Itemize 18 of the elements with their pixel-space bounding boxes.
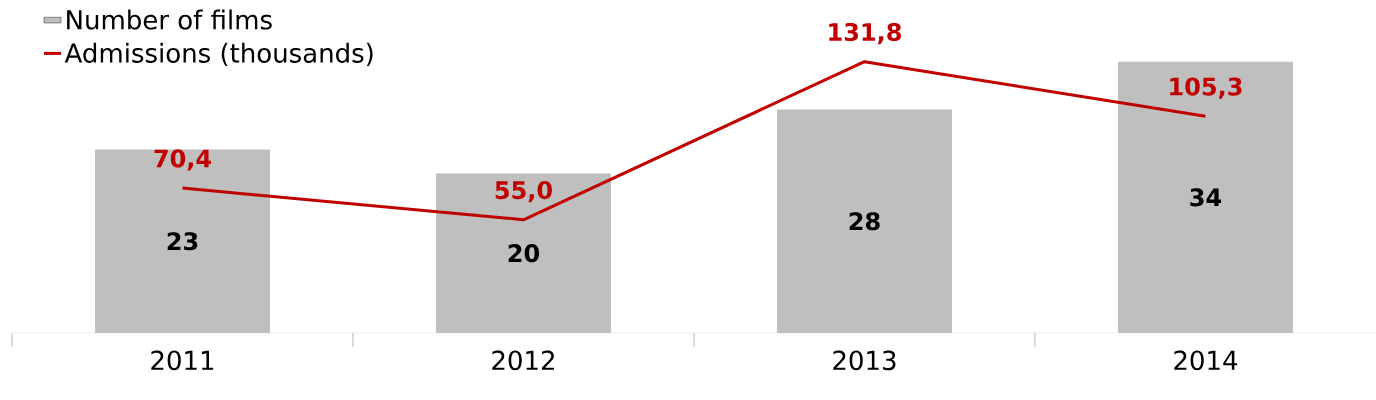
legend-label: Admissions (thousands) [64, 42, 373, 66]
data-label: 105,3 [1170, 77, 1242, 99]
data-label: 28 [849, 212, 880, 231]
data-label: 23 [167, 232, 198, 251]
bar [1117, 61, 1293, 333]
legend-label: Number of films [67, 9, 272, 30]
x-tick-label: 2013 [833, 350, 896, 371]
data-label: 70,4 [154, 149, 212, 171]
data-label: 34 [1190, 188, 1222, 207]
bar [435, 173, 611, 333]
data-label: 55,0 [495, 181, 552, 203]
bar [776, 109, 952, 333]
x-tick-label: 2012 [492, 350, 554, 371]
bar [95, 149, 270, 333]
x-tick-label: 2014 [1174, 350, 1238, 371]
data-label: 131,8 [829, 22, 901, 45]
x-tick-label: 2011 [151, 350, 214, 371]
data-label: 20 [508, 244, 540, 263]
